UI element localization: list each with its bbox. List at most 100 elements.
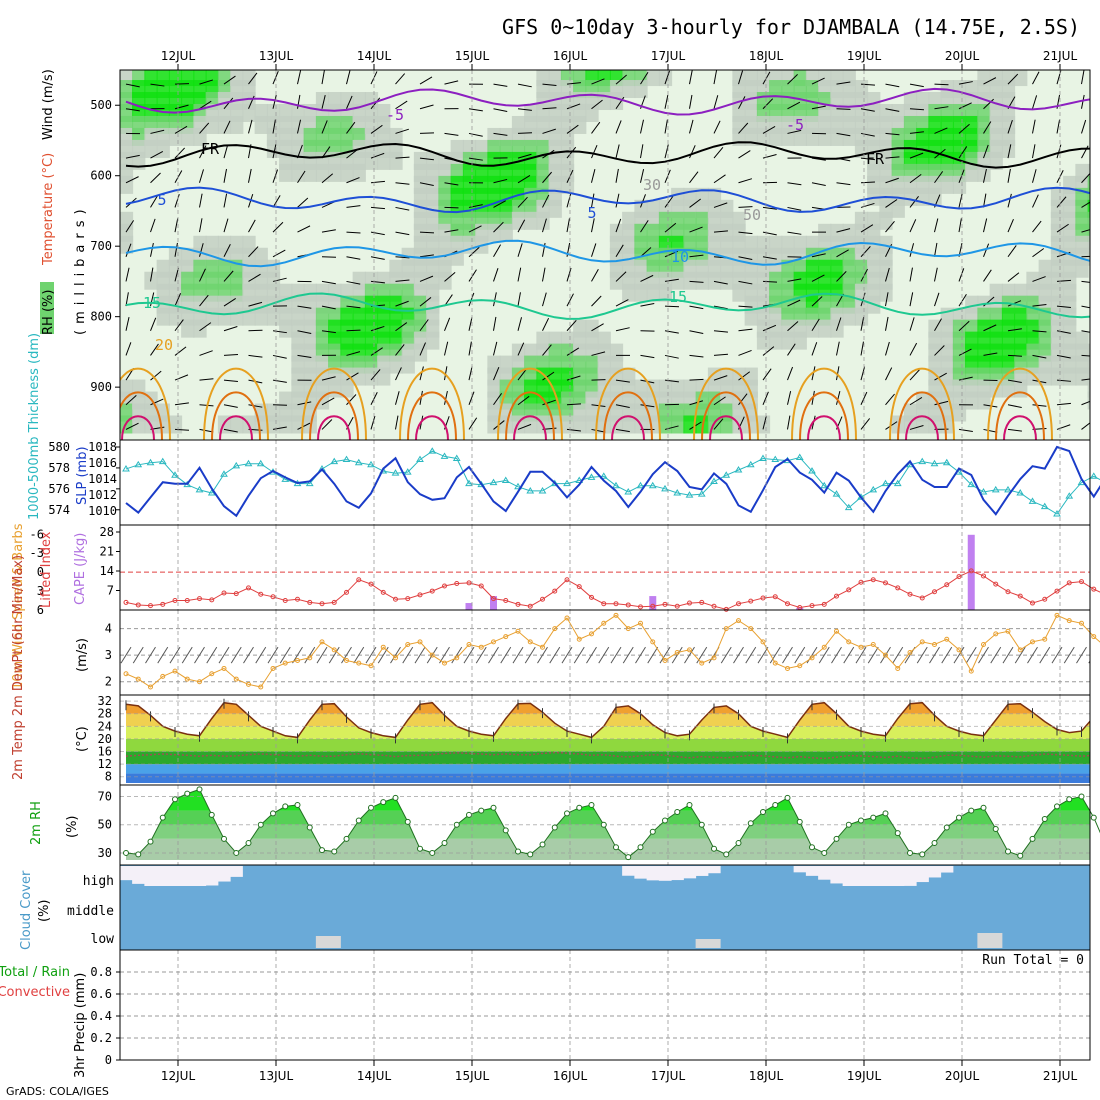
wind-barb: [223, 120, 231, 134]
thickness-point: [232, 461, 241, 469]
lifted-index-point: [760, 595, 766, 601]
rh2m-point: [490, 804, 497, 811]
thickness-point: [122, 464, 130, 472]
wind-barb: [346, 205, 361, 208]
thickness-point: [808, 467, 816, 474]
rh2m-point: [221, 835, 227, 842]
isotherm-loop: [211, 391, 261, 440]
wind-barb: [395, 367, 402, 381]
wind-barb: [934, 345, 945, 356]
wind-barb: [909, 196, 919, 208]
wind-barb: [615, 379, 630, 383]
lifted-index-point: [576, 584, 582, 590]
wind10-point: [601, 620, 607, 626]
rh-cell: [364, 367, 379, 386]
lifted-index-point: [344, 589, 349, 595]
wind-barb: [885, 316, 889, 331]
cloud-gap: [793, 866, 807, 873]
wind-barb: [713, 95, 719, 109]
date-label-top: 13JUL: [259, 49, 294, 63]
wind-barb: [566, 267, 572, 282]
wind-barb: [738, 178, 753, 184]
wind-barb: [836, 81, 851, 85]
wind-barb: [395, 322, 408, 332]
wind-barb: [419, 231, 435, 234]
wind10-barb: [1051, 646, 1063, 664]
lifted-index-point: [662, 601, 668, 607]
wind-barb: [248, 354, 263, 358]
thickness-point: [403, 468, 412, 475]
wind10-barb: [341, 646, 352, 664]
wind-barb: [395, 100, 408, 110]
rh2m-point: [1041, 816, 1048, 823]
wind-barb: [444, 271, 456, 282]
wind10-point: [527, 639, 533, 645]
wind-barb: [125, 83, 140, 88]
wind-barb: [1007, 354, 1023, 357]
wind-barb: [689, 119, 694, 134]
rh2m-point: [686, 801, 693, 808]
wind-barb: [542, 194, 550, 208]
wind-barb: [370, 152, 385, 159]
temp2m-unit: (°C): [75, 726, 90, 752]
date-label-top: 21JUL: [1043, 49, 1078, 63]
wind-barb: [762, 280, 778, 283]
rh-cell: [707, 271, 722, 290]
wind-barb: [419, 254, 434, 258]
rh2m-point: [1078, 793, 1085, 800]
wind-barb: [640, 71, 649, 85]
wind-barb: [395, 344, 405, 356]
wind10-barb: [978, 646, 989, 664]
wind-barb: [591, 323, 604, 332]
wind-barb: [591, 268, 599, 282]
wind10-point: [307, 655, 313, 661]
lifted-index-point: [981, 573, 986, 579]
wind-barb: [958, 376, 973, 381]
wind-barb: [811, 105, 826, 110]
wind10-point: [736, 618, 741, 624]
wind10-point: [858, 644, 864, 650]
lifted-index-point: [895, 585, 901, 591]
rh2m-point: [1017, 852, 1024, 859]
wind-barb: [664, 330, 679, 334]
wind-barb: [836, 228, 851, 233]
wind-barb: [174, 374, 189, 381]
wind-barb: [713, 375, 728, 381]
wind-barb: [1007, 328, 1022, 332]
wind10-barb: [610, 646, 622, 664]
rh2m-tick: 50: [98, 818, 112, 832]
wind-barb: [174, 125, 188, 134]
wind-label: Wind (m/s): [41, 69, 56, 140]
wind-barb: [517, 132, 533, 134]
rh-cell: [340, 379, 354, 398]
wind-barb: [664, 94, 669, 109]
wind-barb: [640, 274, 654, 282]
wind-barb: [1032, 304, 1047, 307]
rh-cell: [585, 103, 599, 122]
isotherm-loop: [219, 415, 253, 440]
wind-barb: [909, 243, 915, 257]
temp2m-tick: 32: [98, 694, 112, 708]
wind-barb: [419, 319, 429, 332]
wind-barb: [566, 218, 570, 233]
temp2m-label: 2m Temp 2m DewPt (6hr Min/Max): [11, 555, 26, 780]
wind-barb: [493, 244, 502, 258]
lifted-index-point: [307, 599, 313, 605]
wind-barb: [787, 231, 802, 235]
wind-barb: [1056, 379, 1071, 382]
pressure-tick: 800: [90, 310, 112, 324]
wind-barb: [174, 218, 179, 233]
wind-barb: [150, 398, 164, 406]
wind-barb: [836, 366, 840, 381]
wind10-point: [148, 684, 153, 690]
rh2m-point: [564, 810, 570, 817]
wind10-point: [1030, 639, 1035, 645]
precip-tick: 0.8: [90, 965, 112, 979]
cloud-level-low: low: [91, 932, 115, 947]
cloud-gap: [646, 866, 660, 881]
wind10-point: [429, 652, 435, 658]
wind-barb: [493, 83, 508, 87]
wind-barb: [738, 231, 753, 235]
rh-cell: [560, 415, 575, 434]
wind-barb: [958, 348, 972, 356]
